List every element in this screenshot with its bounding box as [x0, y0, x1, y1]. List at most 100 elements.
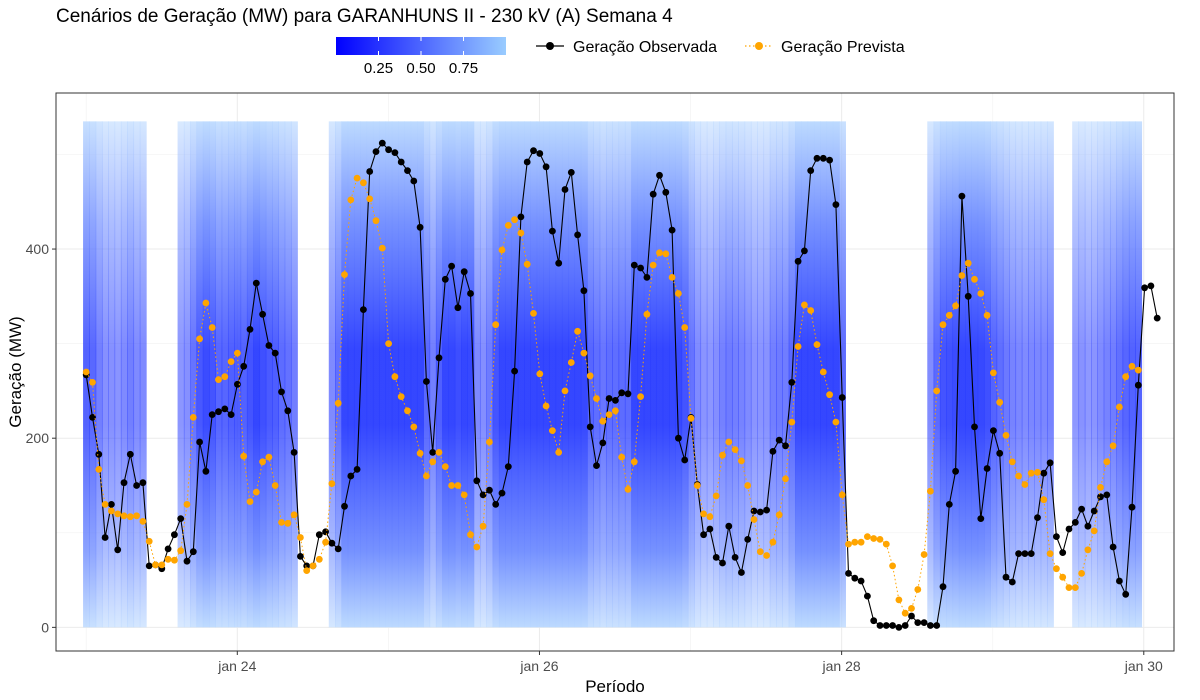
observed-point [139, 479, 147, 487]
scenario-band-strip [328, 121, 336, 628]
observed-point [460, 268, 468, 276]
forecast-point [202, 299, 210, 307]
observed-point [341, 502, 348, 510]
observed-point [807, 167, 815, 175]
forecast-point [845, 540, 852, 548]
observed-point [202, 467, 210, 475]
forecast-point [1116, 403, 1123, 411]
scenario-band-strip [530, 121, 538, 628]
forecast-point [649, 261, 657, 269]
scenario-band-strip [89, 121, 97, 628]
observed-point [882, 622, 890, 629]
scenario-band-strip [215, 121, 223, 628]
forecast-point [889, 562, 896, 570]
forecast-point [467, 531, 474, 539]
forecast-point [1053, 565, 1060, 573]
scenario-band-strip [202, 121, 210, 628]
observed-point [164, 545, 172, 553]
forecast-point [429, 458, 437, 466]
observed-point [971, 423, 978, 431]
forecast-point [857, 538, 865, 546]
observed-point [517, 213, 525, 221]
forecast-point [486, 438, 493, 446]
scenario-band-strip [259, 121, 267, 628]
forecast-point [479, 522, 487, 530]
forecast-point [687, 414, 695, 422]
observed-point [819, 154, 827, 162]
observed-point [561, 186, 569, 193]
observed-point [397, 158, 405, 166]
observed-point [523, 158, 531, 166]
forecast-point [353, 174, 361, 182]
scenario-band-strip [568, 121, 576, 628]
forecast-point [341, 271, 348, 278]
forecast-point [189, 414, 197, 421]
forecast-point [290, 511, 298, 519]
scenario-band-strip [757, 121, 765, 628]
scenario-band-strip [643, 121, 651, 628]
y-tick-label: 200 [26, 430, 50, 446]
observed-point [353, 466, 361, 473]
observed-point [1097, 493, 1104, 501]
scenario-band-strip [946, 121, 954, 628]
observed-point [347, 472, 355, 480]
forecast-point [643, 310, 651, 318]
forecast-point [252, 488, 260, 496]
observed-point [1116, 577, 1123, 585]
forecast-point [693, 482, 701, 489]
forecast-point [208, 324, 216, 331]
forecast-point [990, 369, 997, 377]
scenario-band-strip [952, 121, 960, 628]
observed-point [958, 192, 966, 200]
forecast-point [511, 216, 518, 224]
forecast-point [164, 555, 172, 563]
forecast-point [114, 510, 122, 518]
observed-point [605, 395, 613, 402]
scenario-band-strip [561, 121, 569, 628]
observed-point [782, 442, 789, 450]
scenario-band-strip [524, 121, 531, 628]
forecast-point [1015, 472, 1022, 480]
observed-point [1103, 491, 1111, 499]
forecast-point [977, 290, 985, 297]
forecast-point [265, 453, 273, 461]
observed-point [838, 394, 846, 401]
observed-point [441, 275, 449, 283]
forecast-point [832, 418, 840, 426]
plot-border [55, 92, 1175, 652]
observed-point [315, 531, 323, 539]
observed-point [429, 449, 437, 456]
observed-point [1122, 590, 1130, 598]
scenario-band-strip [1009, 121, 1017, 628]
observed-point [297, 553, 304, 560]
scenario-band-strip [448, 121, 456, 628]
observed-point [290, 449, 298, 456]
observed-point [126, 450, 134, 458]
forecast-point [360, 179, 367, 187]
forecast-point [725, 438, 733, 446]
scenario-band-strip [996, 121, 1004, 628]
observed-point [744, 536, 752, 543]
scenario-band-strip [662, 121, 670, 628]
forecast-point [101, 501, 109, 508]
scenario-band-strip [1015, 121, 1023, 628]
observed-point [1084, 522, 1092, 530]
forecast-point [177, 547, 185, 555]
observed-point [246, 326, 254, 333]
observed-point [1134, 381, 1142, 389]
scenario-band-strip [813, 121, 821, 628]
observed-point [731, 554, 739, 561]
scenario-band-strip [114, 121, 122, 628]
forecast-point [876, 536, 884, 543]
scenario-band-strip [965, 121, 972, 628]
forecast-point [1034, 468, 1041, 476]
scenario-band-strip [341, 121, 349, 628]
observed-point [227, 411, 235, 418]
observed-point [95, 450, 103, 458]
forecast-point [586, 372, 594, 380]
scenario-band-strip [473, 121, 481, 628]
observed-point [208, 411, 216, 418]
forecast-point [454, 482, 462, 489]
observed-point [322, 528, 329, 536]
